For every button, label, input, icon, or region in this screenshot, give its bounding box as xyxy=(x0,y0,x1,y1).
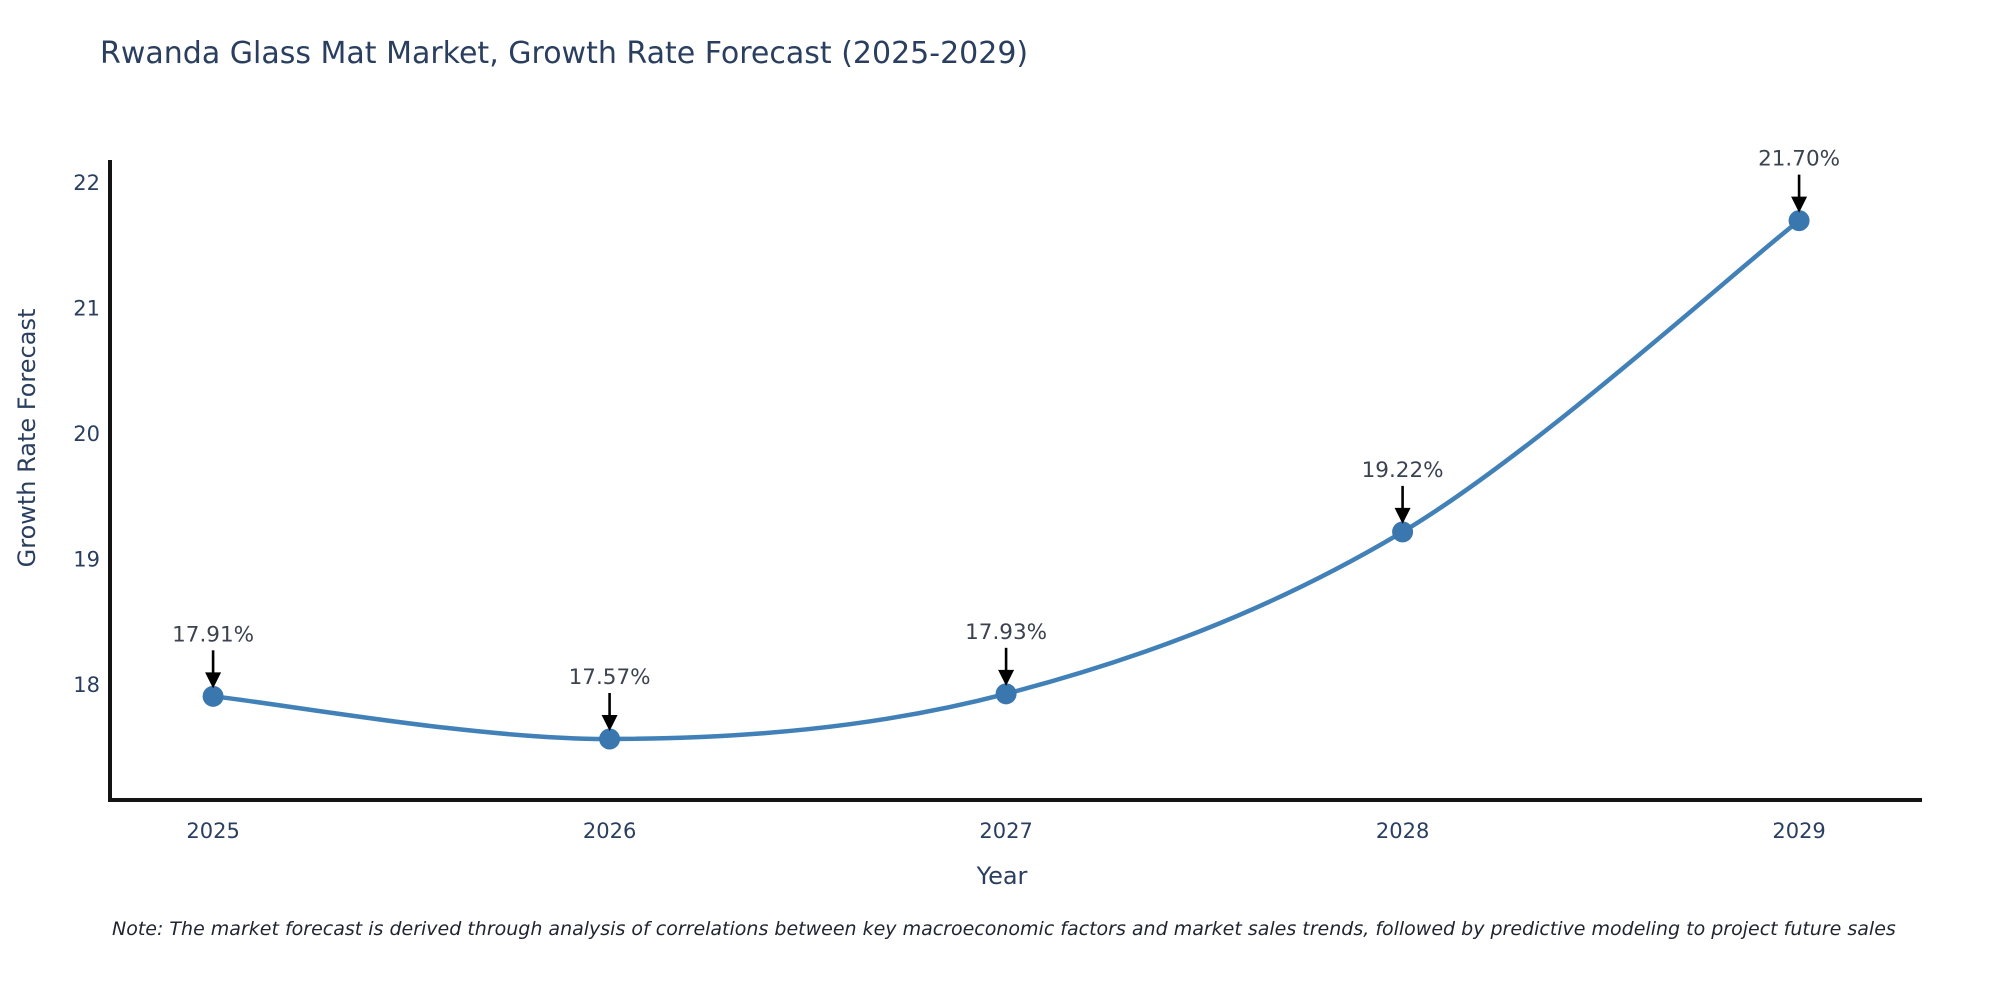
x-tick-label: 2025 xyxy=(186,819,239,843)
annotation-arrowhead xyxy=(601,714,618,731)
data-point-marker xyxy=(599,728,621,750)
y-tick-label: 21 xyxy=(73,296,100,320)
annotation-label: 17.57% xyxy=(569,665,651,690)
annotation-arrowhead xyxy=(1791,196,1808,213)
y-tick-label: 22 xyxy=(73,171,100,195)
data-point-marker xyxy=(202,685,224,707)
footnote: Note: The market forecast is derived thr… xyxy=(112,918,1896,940)
x-axis-title: Year xyxy=(976,862,1028,890)
chart-title: Rwanda Glass Mat Market, Growth Rate For… xyxy=(100,36,1029,71)
data-point-marker xyxy=(1392,521,1414,543)
x-tick-label: 2029 xyxy=(1772,819,1825,843)
annotation-arrowhead xyxy=(1394,507,1411,524)
x-tick-label: 2028 xyxy=(1376,819,1429,843)
y-tick-label: 19 xyxy=(73,548,100,572)
y-tick-label: 18 xyxy=(73,673,100,697)
data-point-marker xyxy=(995,683,1017,705)
annotation-label: 19.22% xyxy=(1362,458,1444,483)
annotation-arrowhead xyxy=(998,669,1015,686)
x-tick-label: 2026 xyxy=(583,819,636,843)
annotation-label: 17.91% xyxy=(172,622,254,647)
annotation-label: 17.93% xyxy=(965,620,1047,645)
x-tick-label: 2027 xyxy=(979,819,1032,843)
data-point-marker xyxy=(1788,210,1810,232)
y-tick-label: 20 xyxy=(73,422,100,446)
annotation-arrowhead xyxy=(205,672,222,689)
annotation-label: 21.70% xyxy=(1758,147,1840,172)
